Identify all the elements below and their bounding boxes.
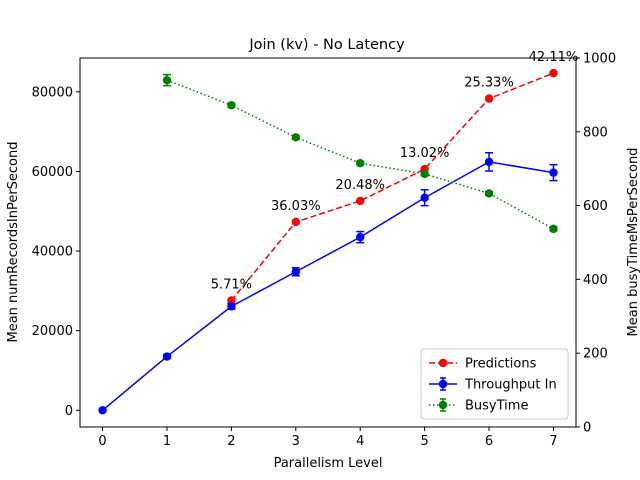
data-point [356, 158, 365, 168]
y-axis-right: 0 200 400 600 800 1000 [576, 52, 616, 436]
data-point [291, 133, 300, 142]
legend-label: Throughput In [464, 378, 557, 393]
data-label: 5.71% [211, 277, 252, 292]
x-tick-label: 6 [485, 434, 493, 449]
series-layer: 5.71% 36.03% 20.48% 13.02% 25.33% 42.11% [98, 50, 579, 415]
y2-tick-label: 400 [583, 273, 608, 288]
data-point [549, 224, 558, 234]
legend-box [420, 348, 569, 420]
data-label: 42.11% [529, 50, 579, 65]
x-tick-label: 0 [98, 434, 106, 449]
y-axis-left: 0 20000 40000 60000 80000 [32, 85, 80, 419]
series-line [166, 79, 554, 230]
y2-tick-label: 1000 [583, 52, 616, 67]
data-point [420, 193, 429, 202]
y-tick-label: 60000 [32, 165, 73, 180]
data-point [98, 406, 107, 415]
series-busytime [162, 73, 558, 234]
y-tick-label: 40000 [32, 245, 73, 260]
y2-tick-label: 0 [583, 421, 591, 436]
data-point [420, 169, 429, 179]
y2-tick-label: 800 [583, 125, 608, 140]
x-tick-label: 7 [549, 434, 557, 449]
data-point [162, 352, 172, 361]
x-tick-label: 3 [292, 434, 300, 449]
x-tick-label: 4 [356, 434, 364, 449]
data-point [227, 101, 236, 110]
plot-frame [79, 57, 577, 428]
x-tick-label: 1 [163, 434, 171, 449]
legend-label: Predictions [465, 357, 537, 372]
y2-tick-label: 600 [583, 199, 608, 214]
data-point [549, 68, 558, 78]
legend-marker [438, 358, 448, 368]
legend-marker [438, 400, 448, 410]
x-axis-label: Parallelism Level [274, 456, 383, 471]
legend-label: BusyTime [465, 399, 528, 414]
data-point [484, 157, 494, 167]
data-point [484, 94, 494, 103]
series-predictions: 5.71% 36.03% 20.48% 13.02% 25.33% 42.11% [211, 50, 579, 305]
x-axis: 0 1 2 3 4 5 6 7 [98, 427, 558, 449]
series-line [102, 161, 554, 411]
data-point [227, 302, 236, 311]
series-line [230, 72, 554, 301]
data-label: 13.02% [400, 146, 450, 161]
data-point [162, 75, 172, 85]
y2-tick-label: 200 [583, 347, 608, 362]
y-axis-label: Mean numRecordsInPerSecond [6, 141, 21, 342]
data-point [356, 232, 365, 242]
legend-marker [438, 379, 448, 389]
data-point [291, 217, 300, 227]
series-throughput-in [98, 151, 558, 415]
data-label: 36.03% [271, 199, 321, 214]
legend: Predictions Throughput In BusyTime [420, 348, 569, 420]
x-tick-label: 5 [420, 434, 428, 449]
data-point [549, 168, 558, 177]
y-tick-label: 80000 [32, 85, 73, 100]
data-point [291, 267, 300, 276]
data-label: 20.48% [335, 178, 385, 193]
y2-axis-label: Mean busyTimeMsPerSecond [626, 148, 640, 337]
data-point [227, 296, 236, 305]
data-point [356, 196, 365, 206]
x-tick-label: 2 [227, 434, 235, 449]
data-point [484, 189, 494, 198]
chart-title: Join (kv) - No Latency [248, 37, 405, 53]
y-tick-label: 20000 [32, 324, 73, 339]
data-label: 25.33% [464, 76, 514, 91]
y-tick-label: 0 [65, 404, 73, 419]
